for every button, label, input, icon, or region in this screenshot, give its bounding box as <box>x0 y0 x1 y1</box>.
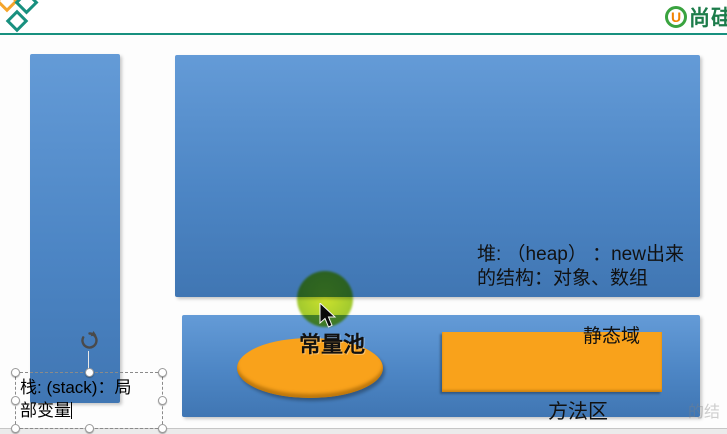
header-divider-line <box>0 33 727 35</box>
stack-text-line2: 部变量 <box>20 401 71 420</box>
rotate-handle-icon[interactable] <box>80 331 99 350</box>
brand-logo: U 尚硅 <box>665 2 727 32</box>
slide-bottom-edge <box>0 428 727 434</box>
constant-pool-label: 常量池 <box>299 332 366 357</box>
resize-handle-mid-left[interactable] <box>11 396 20 405</box>
heap-label-line1: 堆: （heap） ：new出来 <box>477 244 684 265</box>
resize-handle-top-left[interactable] <box>11 368 20 377</box>
brand-u-icon: U <box>665 6 687 28</box>
stack-shape[interactable] <box>30 54 120 403</box>
heap-label: 堆: （heap） ：new出来 的结构：对象、数组 <box>477 243 705 291</box>
resize-handle-top-right[interactable] <box>158 368 167 377</box>
resize-handle-top-center[interactable] <box>85 368 94 377</box>
static-area-shape[interactable] <box>442 332 662 392</box>
header-band: U 尚硅 <box>0 0 727 33</box>
resize-handle-mid-right[interactable] <box>158 396 167 405</box>
stack-text-line1: 栈: (stack)：局 <box>20 378 132 397</box>
resize-handle-bottom-center[interactable] <box>85 424 94 433</box>
mouse-cursor-icon <box>319 301 341 331</box>
brand-name: 尚硅 <box>689 7 727 30</box>
rotate-handle-stick <box>88 351 89 372</box>
heap-shape[interactable] <box>175 55 700 297</box>
brand-letter: U <box>670 9 682 25</box>
static-area-label: 静态域 <box>583 326 641 347</box>
watermark-fragment: 的结 <box>688 404 721 421</box>
stack-textbox-selection[interactable] <box>11 368 167 433</box>
heap-label-line2: 的结构：对象、数组 <box>477 268 649 289</box>
method-area-label: 方法区 <box>548 401 608 423</box>
resize-handle-bottom-left[interactable] <box>11 424 20 433</box>
resize-handle-bottom-right[interactable] <box>158 424 167 433</box>
constant-pool-ellipse[interactable] <box>237 338 383 398</box>
text-caret <box>71 402 72 419</box>
stack-textbox-text[interactable]: 栈: (stack)：局 部变量 <box>20 376 131 422</box>
